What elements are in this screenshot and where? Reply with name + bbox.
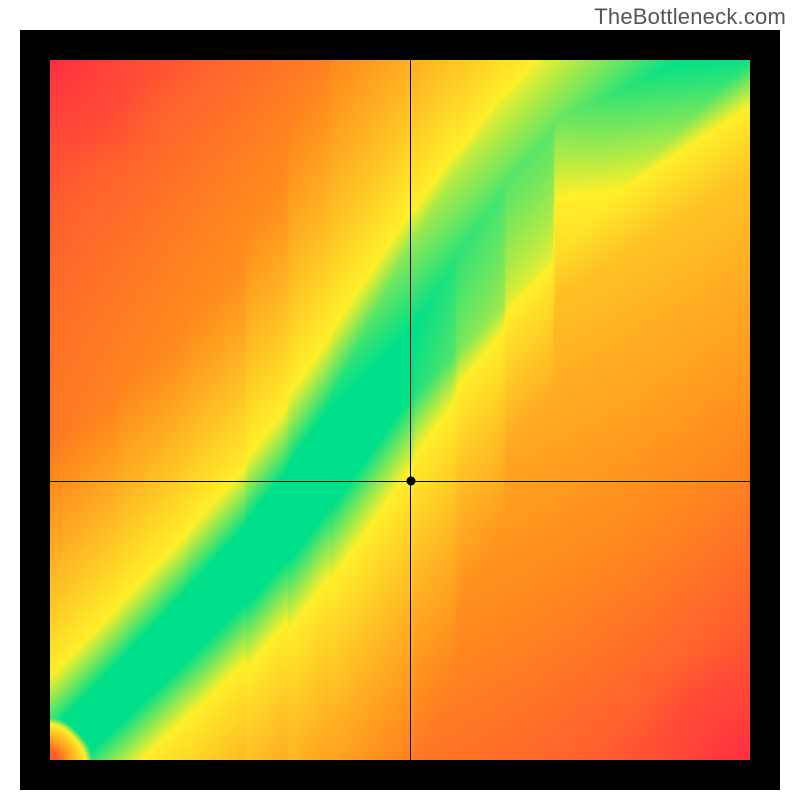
plot-border [20,30,780,790]
watermark-text: TheBottleneck.com [594,4,786,30]
heatmap-canvas [50,60,750,760]
crosshair-vertical [410,60,411,760]
crosshair-marker-dot [406,477,415,486]
plot-area [50,60,750,760]
chart-container: TheBottleneck.com [0,0,800,800]
crosshair-horizontal [50,481,750,482]
